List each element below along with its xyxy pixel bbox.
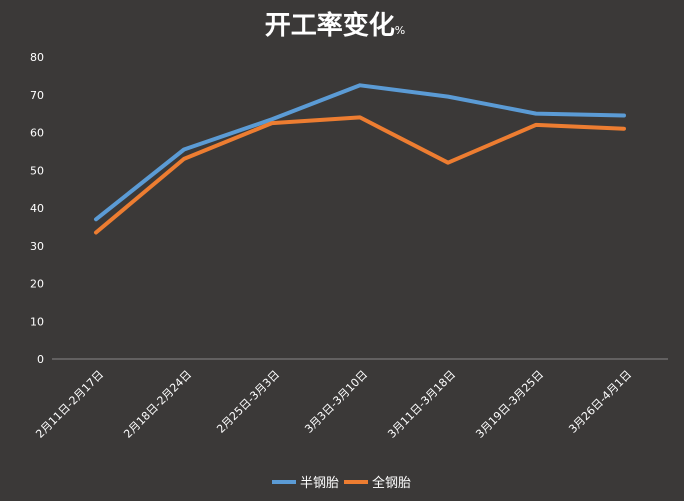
x-tick-label: 2月25日-3月3日 (214, 368, 282, 436)
series-line-2 (94, 115, 626, 235)
x-tick-label: 2月18日-2月24日 (121, 368, 194, 441)
x-tick-label: 3月26日-4月1日 (566, 368, 634, 436)
legend: 半钢胎 全钢胎 (272, 475, 411, 491)
x-tick-label: 3月11日-3月18日 (385, 368, 458, 441)
chart-title: 开工率变化% (265, 10, 405, 41)
y-tick-label: 30 (30, 240, 44, 253)
series-line-1 (94, 83, 626, 222)
chart-title-text: 开工率变化 (265, 10, 395, 41)
y-tick-label: 70 (30, 89, 44, 102)
x-tick-label: 2月11日-2月17日 (33, 368, 106, 441)
y-tick-label: 80 (30, 51, 44, 64)
x-tick-label: 3月3日-3月10日 (302, 368, 370, 436)
y-tick-label: 10 (30, 315, 44, 328)
legend-label-2: 全钢胎 (372, 475, 411, 491)
y-tick-label: 50 (30, 164, 44, 177)
legend-label-1: 半钢胎 (300, 476, 339, 491)
y-tick-label: 60 (30, 127, 44, 140)
chart-title-unit: % (395, 24, 405, 37)
y-tick-label: 40 (30, 202, 44, 215)
x-tick-label: 3月19日-3月25日 (473, 368, 546, 441)
axis-layer: 0 10 20 30 40 50 60 70 80 2月11日-2月17日 2月18日-2月24日 2… (30, 51, 668, 441)
series-layer (94, 83, 626, 235)
y-tick-label: 0 (37, 353, 44, 366)
y-tick-label: 20 (30, 278, 44, 291)
